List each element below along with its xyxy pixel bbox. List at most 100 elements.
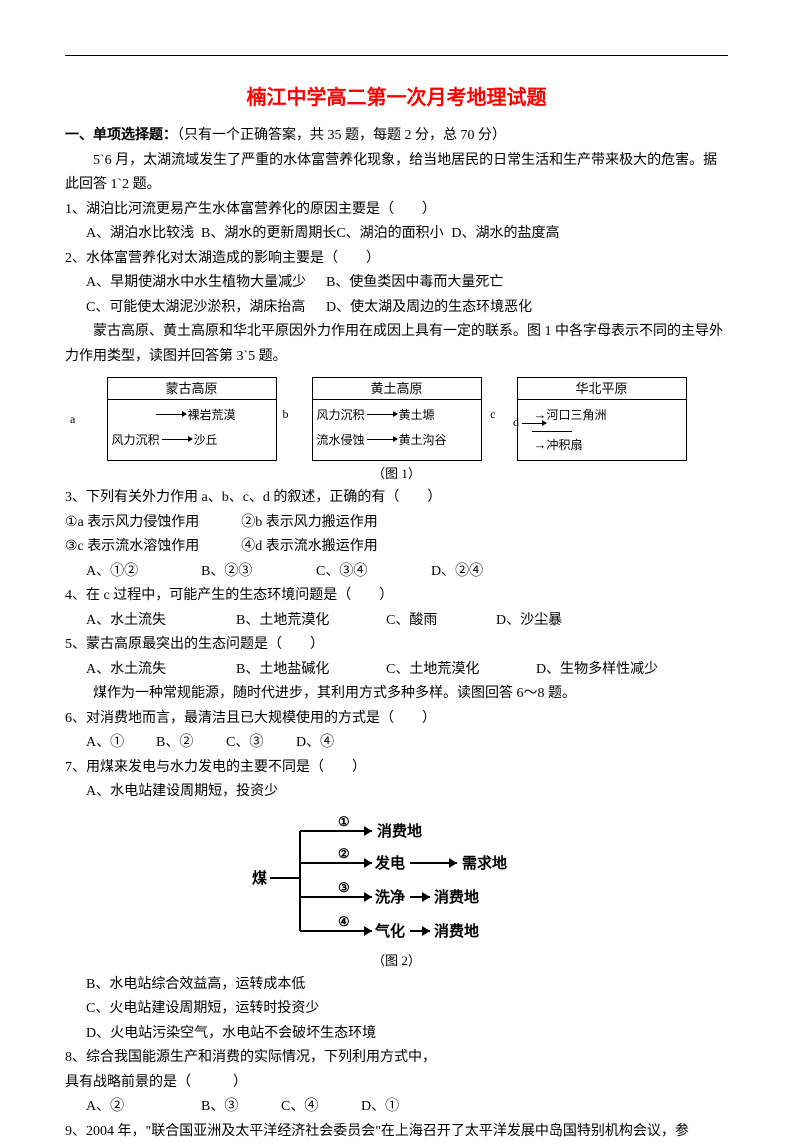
arrow-icon [162, 439, 192, 440]
box1-l1b: 裸岩荒漠 [188, 406, 236, 423]
svg-text:发电: 发电 [374, 854, 405, 872]
svg-text:洗净: 洗净 [375, 888, 405, 906]
q8-line2: 具有战略前景的是（ ） [65, 1071, 728, 1096]
box3-l2b: 冲积扇 [547, 436, 583, 453]
q4-opt-b: B、土地荒漠化 [236, 609, 386, 634]
box-mongolia: 蒙古高原 裸岩荒漠 风力沉积沙丘 b [107, 377, 277, 461]
q1-options: A、湖泊水比较浅B、湖水的更新周期长C、湖泊的面积小D、湖水的盐度高 [65, 222, 728, 247]
section-header: 一、单项选择题：（只有一个正确答案，共 35 题，每题 2 分，总 70 分） [65, 124, 728, 149]
q8-opt-a: A、② [86, 1095, 201, 1120]
box-loess: 黄土高原 风力沉积黄土塬 流水侵蚀黄土沟谷 c [312, 377, 482, 461]
q1-opt-d: D、湖水的盐度高 [451, 222, 566, 247]
q6-options: A、①B、②C、③D、④ [65, 731, 728, 756]
q2-opt-b: B、使鱼类因中毒而大量死亡 [326, 271, 503, 296]
section-rest: （只有一个正确答案，共 35 题，每题 2 分，总 70 分） [177, 128, 506, 143]
q3-opt-d: D、②④ [431, 560, 546, 585]
q5-opt-a: A、水土流失 [86, 658, 236, 683]
box3-title: 华北平原 [517, 377, 687, 399]
q6-opt-c: C、③ [226, 731, 296, 756]
q2-options-1: A、早期使湖水中水生植物大量减少B、使鱼类因中毒而大量死亡 [65, 271, 728, 296]
q2-options-2: C、可能使太湖泥沙淤积，湖床抬高D、使太湖及周边的生态环境恶化 [65, 296, 728, 321]
q9: 9、2004 年，"联合国亚洲及太平洋经济社会委员会"在上海召开了太平洋发展中岛… [65, 1120, 728, 1144]
box3-l1b: 河口三角洲 [547, 406, 607, 423]
box2-l2b: 黄土沟谷 [399, 431, 447, 448]
coal-diagram: 煤 ① 消费地 ② 发电 需求地 ③ 洗净 消费地 ④ 气化 消费地 [65, 813, 728, 948]
box1-content: 裸岩荒漠 风力沉积 沙丘 [107, 399, 277, 461]
q4-options: A、水土流失B、土地荒漠化C、酸雨D、沙尘暴 [65, 609, 728, 634]
q4-opt-a: A、水土流失 [86, 609, 236, 634]
section-bold: 一、单项选择题： [65, 128, 177, 143]
q2-opt-c: C、可能使太湖泥沙淤积，湖床抬高 [86, 296, 326, 321]
label-a: a [70, 412, 75, 427]
q2-opt-a: A、早期使湖水中水生植物大量减少 [86, 271, 326, 296]
q1-opt-c: C、湖泊的面积小 [336, 222, 451, 247]
svg-text:①: ① [338, 814, 350, 829]
q6-opt-a: A、① [86, 731, 156, 756]
arrow-icon [367, 414, 397, 415]
q2: 2、水体富营养化对太湖造成的影响主要是（ ） [65, 247, 728, 272]
q1-opt-a: A、湖泊水比较浅 [86, 222, 201, 247]
q7-opt-d: D、火电站污染空气，水电站不会破坏生态环境 [65, 1022, 728, 1047]
q8-opt-c: C、④ [281, 1095, 361, 1120]
q7-opt-c: C、火电站建设周期短，运转时投资少 [65, 997, 728, 1022]
q5-options: A、水土流失B、土地盐碱化C、土地荒漠化D、生物多样性减少 [65, 658, 728, 683]
q6: 6、对消费地而言，最清洁且已大规模使用的方式是（ ） [65, 707, 728, 732]
intro-1: 5`6 月，太湖流域发生了严重的水体富营养化现象，给当地居民的日常生活和生产带来… [65, 149, 728, 198]
q4-opt-d: D、沙尘暴 [496, 609, 646, 634]
coal-svg: 煤 ① 消费地 ② 发电 需求地 ③ 洗净 消费地 ④ 气化 消费地 [242, 813, 552, 943]
q3-opt-c: C、③④ [316, 560, 431, 585]
coal-root: 煤 [252, 870, 267, 887]
svg-text:需求地: 需求地 [462, 854, 507, 872]
q4: 4、在 c 过程中，可能产生的生态环境问题是（ ） [65, 584, 728, 609]
svg-text:消费地: 消费地 [377, 822, 422, 840]
arrow-icon [367, 439, 397, 440]
intro-3: 煤作为一种常规能源，随时代进步，其利用方式多种多样。读图回答 6～8 题。 [65, 682, 728, 707]
svg-text:③: ③ [338, 880, 350, 895]
top-rule [65, 55, 728, 56]
q8-opt-b: B、③ [201, 1095, 281, 1120]
q5: 5、蒙古高原最突出的生态问题是（ ） [65, 633, 728, 658]
q4-opt-c: C、酸雨 [386, 609, 496, 634]
q3-line2: ③c 表示流水溶蚀作用 ④d 表示流水搬运作用 [65, 535, 728, 560]
fig1-caption: （图 1） [65, 463, 728, 482]
box-north-china: 华北平原 →河口三角洲 →冲积扇 [517, 377, 687, 461]
svg-text:④: ④ [338, 914, 350, 929]
box2-content: 风力沉积 黄土塬 流水侵蚀 黄土沟谷 [312, 399, 482, 461]
q6-opt-b: B、② [156, 731, 226, 756]
q8-options: A、②B、③C、④D、① [65, 1095, 728, 1120]
box2-l1b: 黄土塬 [399, 406, 435, 423]
q3: 3、下列有关外力作用 a、b、c、d 的叙述，正确的有（ ） [65, 486, 728, 511]
page-title: 楠江中学高二第一次月考地理试题 [65, 81, 728, 110]
q3-opt-b: B、②③ [201, 560, 316, 585]
q7-opt-b: B、水电站综合效益高，运转成本低 [65, 973, 728, 998]
box2-l2a: 流水侵蚀 [317, 431, 365, 448]
q3-opt-a: A、①② [86, 560, 201, 585]
diagram-1: a 蒙古高原 裸岩荒漠 风力沉积沙丘 b 黄土高原 风力沉积黄土塬 流水侵蚀黄土… [65, 377, 728, 461]
q6-opt-d: D、④ [296, 731, 366, 756]
svg-text:②: ② [338, 846, 350, 861]
svg-text:消费地: 消费地 [434, 888, 479, 906]
fig2-caption: （图 2） [65, 950, 728, 969]
q5-opt-b: B、土地盐碱化 [236, 658, 386, 683]
box2-title: 黄土高原 [312, 377, 482, 399]
box1-title: 蒙古高原 [107, 377, 277, 399]
box1-l2a: 风力沉积 [112, 431, 160, 448]
q7-opt-a: A、水电站建设周期短，投资少 [65, 780, 728, 805]
q8: 8、综合我国能源生产和消费的实际情况，下列利用方式中， [65, 1046, 728, 1071]
arrow-icon [156, 414, 186, 415]
q3-options: A、①②B、②③C、③④D、②④ [65, 560, 728, 585]
q8-opt-d: D、① [361, 1095, 476, 1120]
svg-text:气化: 气化 [374, 922, 405, 940]
box3-content: →河口三角洲 →冲积扇 [517, 399, 687, 461]
q3-line1: ①a 表示风力侵蚀作用 ②b 表示风力搬运作用 [65, 511, 728, 536]
q5-opt-d: D、生物多样性减少 [536, 658, 686, 683]
box2-l1a: 风力沉积 [317, 406, 365, 423]
q7: 7、用煤来发电与水力发电的主要不同是（ ） [65, 756, 728, 781]
q1-opt-b: B、湖水的更新周期长 [201, 222, 336, 247]
q5-opt-c: C、土地荒漠化 [386, 658, 536, 683]
box1-l2b: 沙丘 [194, 431, 218, 448]
label-b: b [283, 407, 289, 422]
label-c: c [490, 407, 495, 422]
svg-text:消费地: 消费地 [434, 922, 479, 940]
q1: 1、湖泊比河流更易产生水体富营养化的原因主要是（ ） [65, 198, 728, 223]
